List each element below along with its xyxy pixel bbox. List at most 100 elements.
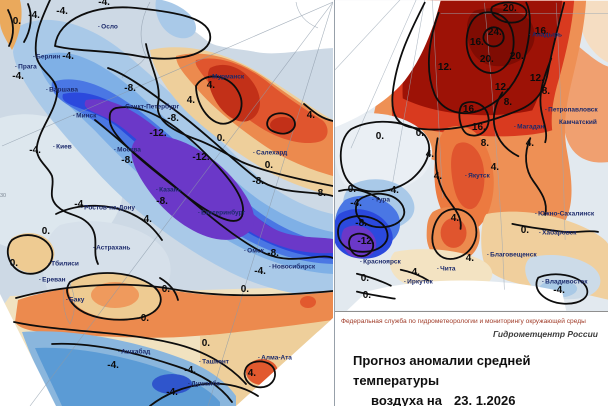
contour-label: -12. <box>192 151 210 163</box>
contour-label: -4. <box>408 266 420 278</box>
city-label: ·Осло <box>98 23 118 31</box>
city-marker: · <box>258 354 261 362</box>
city-label: ·Киев <box>53 143 72 151</box>
city-marker: · <box>33 53 36 61</box>
contour-label: 0. <box>201 337 211 349</box>
city-label: ·Ростов-на-Дону <box>81 204 136 212</box>
contour-label: -4. <box>28 9 40 21</box>
city-label: ·Алма-Ата <box>258 354 292 362</box>
city-marker: · <box>15 63 18 71</box>
city-marker: · <box>514 123 517 131</box>
city-marker: · <box>404 278 407 286</box>
org-line: Гидрометцентр России <box>492 329 598 339</box>
city-marker: · <box>199 358 202 366</box>
contour-label: 12. <box>494 81 509 93</box>
city-label: ·Якутск <box>465 172 490 180</box>
city-marker: · <box>53 143 56 151</box>
city-label: ·Магадан <box>514 123 545 131</box>
contour-label: 0. <box>240 283 250 295</box>
city-marker: · <box>487 251 490 259</box>
contour-label: 12. <box>529 72 544 84</box>
city-label: ·Благовещенск <box>487 251 537 259</box>
city-marker: · <box>93 244 96 252</box>
city-marker: · <box>253 149 256 157</box>
contour-label: 4. <box>433 170 443 182</box>
city-marker: · <box>188 380 191 388</box>
contour-label: 12. <box>437 61 452 73</box>
contour-label: 4. <box>186 94 196 106</box>
city-marker: · <box>39 276 42 284</box>
contour-label: 0. <box>264 159 274 171</box>
contour-label: 0. <box>360 272 370 284</box>
contour-label: 20. <box>502 2 517 14</box>
city-marker: · <box>66 296 69 304</box>
city-label: ·Анадырь <box>529 31 563 39</box>
contour-label: -8. <box>156 195 168 207</box>
city-label: ·Южно-Сахалинск <box>535 210 595 218</box>
city-label: ·Петропавловск <box>545 106 598 114</box>
city-label: ·Хабаровск <box>539 229 577 237</box>
contour-label: -8. <box>355 217 367 229</box>
city-marker: · <box>360 258 363 266</box>
city-marker: · <box>122 103 125 111</box>
city-marker: · <box>535 210 538 218</box>
labels-overlay-west: 0. -4. -4. -4. -4. -4. -8. -12. -8. -4. 4. 4. -8. 0. -… <box>0 0 326 398</box>
contour-label: 20. <box>509 50 524 62</box>
city-marker: · <box>542 278 545 286</box>
contour-label: 0. <box>520 224 530 236</box>
contour-label: 24. <box>487 26 502 38</box>
city-marker: · <box>209 73 212 81</box>
contour-label: 4. <box>247 367 257 379</box>
city-marker: · <box>529 31 532 39</box>
contour-label: -12. <box>357 235 375 247</box>
contour-label: -8. <box>124 82 136 94</box>
contour-label: -4. <box>62 50 74 62</box>
caption-box: Федеральная служба по гидрометеорологии … <box>335 311 608 406</box>
city-marker: · <box>244 247 247 255</box>
city-label: ·Варшава <box>46 86 79 94</box>
map-title: Прогноз аномалии средней температуры воз… <box>341 351 602 406</box>
city-label: ·Мурманск <box>209 73 245 81</box>
contour-label: 16. <box>534 25 549 37</box>
city-marker: · <box>437 265 440 273</box>
contour-label: -8. <box>121 154 133 166</box>
labels-overlay-east: 20. 24. 16. 16. 20. 20. 12. 12. 12. 8. 8. 16. 16. 8. 4… <box>335 0 608 406</box>
city-label: ·Баку <box>66 296 85 304</box>
contour-label: 16. <box>469 36 484 48</box>
title-line2: воздуха на 23. 1.2026 <box>353 391 602 406</box>
city-label: ·Тура <box>372 196 391 204</box>
contour-label: -8. <box>167 112 179 124</box>
contour-label: 8. <box>541 85 551 97</box>
contour-label: 4. <box>206 79 216 91</box>
city-label: ·Минск <box>73 112 97 120</box>
city-label: ·Душанбе <box>188 380 221 388</box>
contour-label: -4. <box>74 198 86 210</box>
contour-label: -4. <box>166 386 178 398</box>
contour-label: -4. <box>29 144 41 156</box>
contour-label: 8. <box>480 137 490 149</box>
city-label-line2: Камчатский <box>559 119 597 126</box>
city-marker: · <box>48 260 51 268</box>
map-panel-west: 0. -4. -4. -4. -4. -4. -8. -12. -8. -4. 4. 4. -8. 0. -… <box>0 0 333 406</box>
contour-label: -4. <box>254 265 266 277</box>
city-label: ·Ереван <box>39 276 66 284</box>
contour-label: -12. <box>149 127 167 139</box>
city-label: ·Санкт-Петербург <box>122 103 180 111</box>
city-label: ·Владивосток <box>542 278 588 286</box>
contour-label: -4. <box>98 0 110 8</box>
city-marker: · <box>118 348 121 356</box>
city-label: ·Чита <box>437 265 456 273</box>
contour-label: 4. <box>450 212 460 224</box>
city-label: ·Екатеринбург <box>198 209 246 217</box>
city-marker: · <box>545 106 548 114</box>
title-line2-text: воздуха на <box>371 393 443 406</box>
contour-label: 4. <box>465 252 475 264</box>
contour-label: 0. <box>9 257 19 269</box>
city-label: ·Новосибирск <box>269 263 316 271</box>
contour-label: 16. <box>471 121 486 133</box>
city-marker: · <box>73 112 76 120</box>
contour-label: 4. <box>525 137 535 149</box>
city-label: ·Красноярск <box>360 258 401 266</box>
contour-label: -4. <box>140 213 152 225</box>
